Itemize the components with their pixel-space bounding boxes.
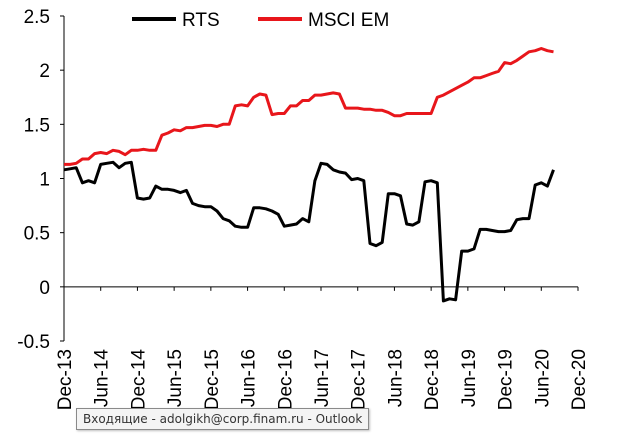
x-tick-label: Jun-16: [239, 349, 260, 407]
series-line-rts: [63, 160, 555, 303]
x-tick-label: Jun-15: [165, 349, 186, 407]
x-tick-label: Jun-17: [312, 349, 333, 407]
x-tick-label: Jun-19: [459, 349, 480, 407]
y-tick-label: 1.5: [24, 115, 50, 136]
x-tick-label: Dec-15: [202, 349, 223, 410]
taskbar-tooltip: Входящие - adolgikh@corp.finam.ru - Outl…: [76, 408, 370, 430]
x-tick-label: Dec-17: [349, 349, 370, 410]
x-tick-label: Jun-20: [532, 349, 553, 407]
legend-label-msci-em: MSCI EM: [308, 10, 389, 31]
x-axis-ticks: Dec-13 Jun-14 Dec-14 Jun-15 Dec-15 Jun-16 Dec-…: [55, 286, 590, 411]
y-tick-label: 0.5: [24, 224, 50, 245]
chart-series-lines: [63, 47, 555, 303]
chart-axes: [63, 16, 578, 341]
x-tick-label: Jun-14: [92, 349, 113, 408]
x-tick-label: Dec-19: [496, 349, 517, 410]
x-tick-label: Dec-16: [275, 349, 296, 410]
y-tick-label: 0: [39, 278, 50, 299]
chart-legend: RTS MSCI EM: [132, 10, 389, 31]
x-tick-label: Dec-20: [569, 349, 590, 410]
x-tick-label: Dec-14: [128, 349, 149, 411]
x-tick-label: Dec-18: [422, 349, 443, 410]
y-tick-label: 2: [39, 61, 50, 82]
series-line-msci-em: [64, 47, 554, 166]
y-tick-label: 2.5: [24, 7, 50, 28]
y-tick-label: 1: [39, 170, 50, 191]
legend-label-rts: RTS: [182, 10, 220, 31]
x-tick-label: Jun-18: [385, 349, 406, 407]
y-axis-ticks: -0.5 0 0.5 1 1.5 2 2.5: [17, 7, 64, 353]
x-tick-label: Dec-13: [55, 349, 76, 410]
y-tick-label: -0.5: [17, 332, 50, 353]
